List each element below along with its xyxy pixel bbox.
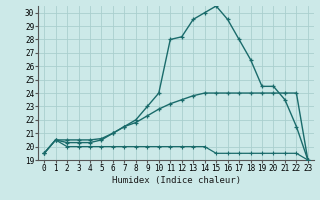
X-axis label: Humidex (Indice chaleur): Humidex (Indice chaleur) [111,176,241,185]
